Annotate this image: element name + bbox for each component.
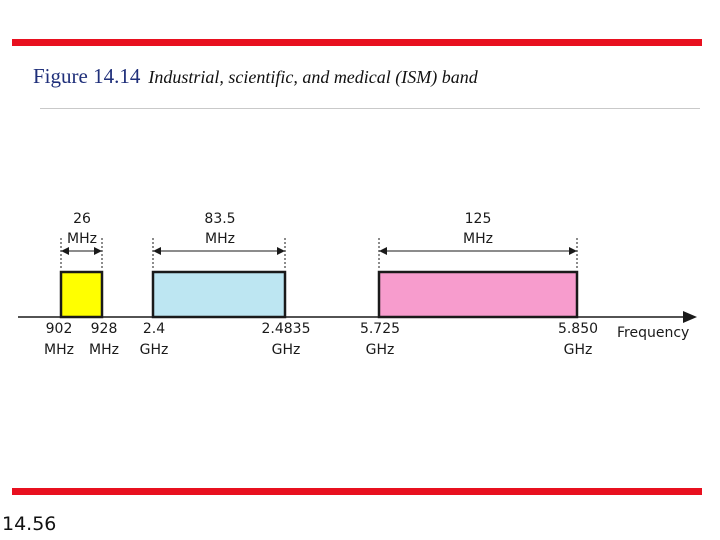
band-2-4ghz: 83.5 MHz 2.4 GHz 2.4835 GHz: [140, 211, 311, 358]
band-900mhz-start-value: 902: [46, 321, 73, 337]
band-900mhz-end-value: 928: [91, 321, 118, 337]
bottom-accent-bar: [12, 488, 702, 495]
title-divider: [40, 108, 700, 109]
axis-label: Frequency: [617, 325, 689, 341]
top-accent-bar: [12, 39, 702, 46]
figure-caption: Industrial, scientific, and medical (ISM…: [148, 67, 478, 87]
band-5-8ghz: 125 MHz 5.725 GHz 5.850 GHz: [360, 211, 598, 358]
band-5-8ghz-start-value: 5.725: [360, 321, 400, 337]
axis-arrowhead: [683, 311, 697, 323]
slide-number: 14.56: [2, 513, 57, 535]
band-2-4ghz-end-unit: GHz: [272, 342, 301, 358]
band-2-4ghz-start-value: 2.4: [143, 321, 165, 337]
figure-number: Figure 14.14: [33, 64, 141, 88]
band-2-4ghz-start-unit: GHz: [140, 342, 169, 358]
band-5-8ghz-end-unit: GHz: [564, 342, 593, 358]
band-5-8ghz-rect: [377, 270, 579, 319]
band-900mhz-end-unit: MHz: [89, 342, 119, 358]
band-2-4ghz-width-value: 83.5: [204, 211, 235, 227]
band-2-4ghz-rect: [151, 270, 287, 319]
band-900mhz-start-unit: MHz: [44, 342, 74, 358]
band-5-8ghz-end-value: 5.850: [558, 321, 598, 337]
band-900mhz-width-value: 26: [73, 211, 91, 227]
band-5-8ghz-width-unit: MHz: [463, 231, 493, 247]
band-5-8ghz-width-value: 125: [465, 211, 492, 227]
band-900mhz-rect: [59, 270, 104, 319]
figure-title: Figure 14.14 Industrial, scientific, and …: [33, 64, 478, 89]
band-900mhz: 26 MHz 902 MHz 928 MHz: [44, 211, 119, 358]
band-2-4ghz-width-unit: MHz: [205, 231, 235, 247]
band-2-4ghz-end-value: 2.4835: [262, 321, 311, 337]
band-900mhz-width-unit: MHz: [67, 231, 97, 247]
band-5-8ghz-start-unit: GHz: [366, 342, 395, 358]
